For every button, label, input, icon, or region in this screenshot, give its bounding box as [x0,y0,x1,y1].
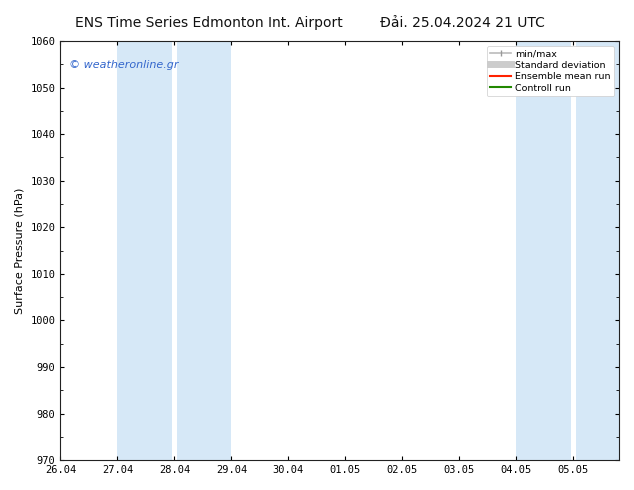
Bar [117,41,172,460]
Text: © weatheronline.gr: © weatheronline.gr [69,60,178,70]
Y-axis label: Surface Pressure (hPa): Surface Pressure (hPa) [15,187,25,314]
Text: ENS Time Series Edmonton Int. Airport: ENS Time Series Edmonton Int. Airport [75,16,343,30]
Legend: min/max, Standard deviation, Ensemble mean run, Controll run: min/max, Standard deviation, Ensemble me… [487,46,614,97]
Bar [517,41,571,460]
Bar [576,41,619,460]
Bar [178,41,231,460]
Text: Đải. 25.04.2024 21 UTC: Đải. 25.04.2024 21 UTC [380,16,545,30]
